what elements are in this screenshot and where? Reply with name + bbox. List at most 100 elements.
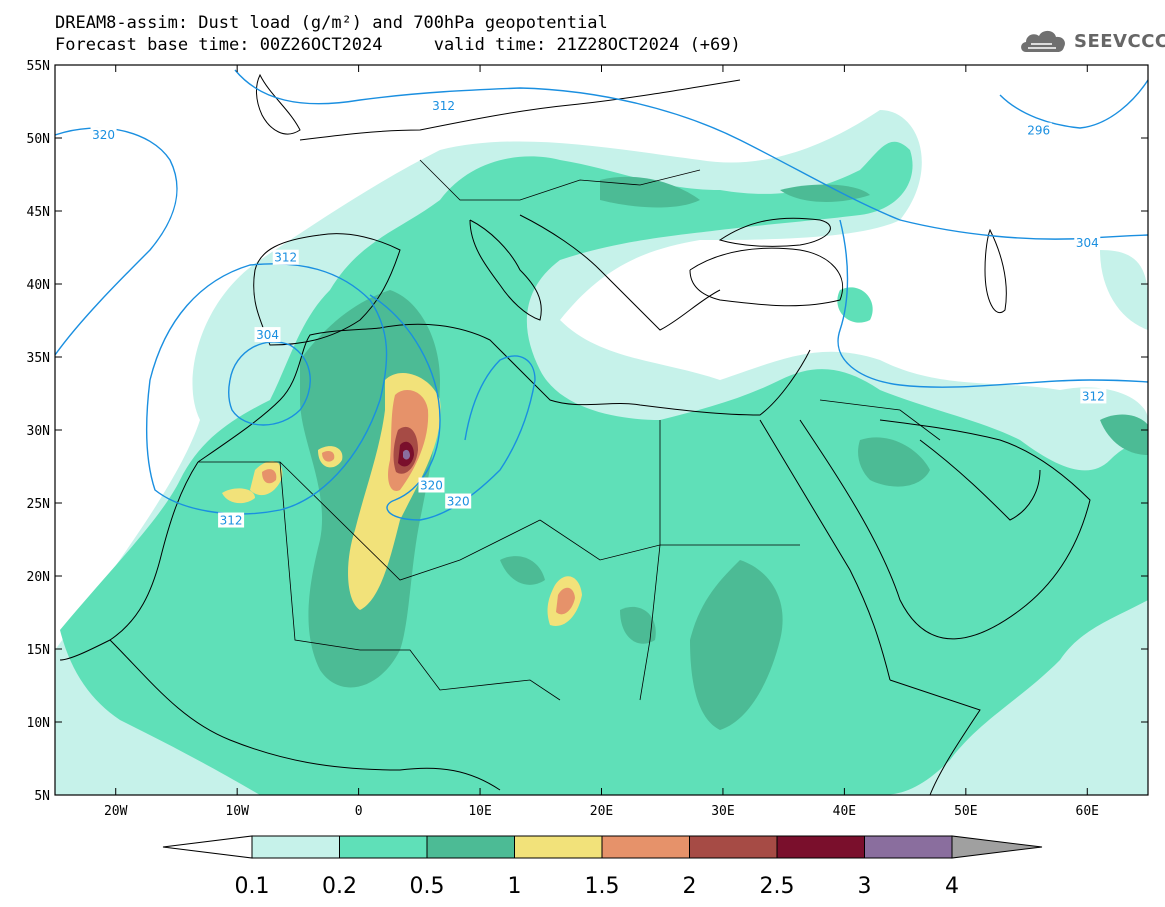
colorbar-label: 3 bbox=[858, 874, 872, 899]
coast-italy bbox=[469, 219, 542, 321]
border-sudan-chad bbox=[639, 544, 661, 701]
colorbar-label: 0.1 bbox=[235, 874, 270, 899]
coast-west-africa bbox=[59, 461, 199, 661]
country-borders bbox=[198, 159, 941, 701]
contour-312-north bbox=[234, 69, 1148, 240]
coast-black-sea bbox=[718, 217, 831, 247]
coast-iberia bbox=[253, 233, 401, 346]
coast-northern-europe bbox=[299, 79, 741, 141]
contour-312-iberia bbox=[146, 263, 388, 515]
svg-text:312: 312 bbox=[1082, 389, 1105, 403]
geopotential-contours bbox=[55, 69, 1148, 521]
longitude-axis: 20W 10W 0 10E 20E 30E 40E 50E 60E bbox=[104, 65, 1099, 819]
coastlines bbox=[59, 73, 1091, 795]
svg-text:296: 296 bbox=[1027, 124, 1050, 138]
lat-tick-label: 15N bbox=[27, 643, 50, 658]
coast-north-africa bbox=[379, 323, 811, 416]
svg-text:320: 320 bbox=[92, 128, 115, 142]
forecast-base-time: Forecast base time: 00Z26OCT2024 bbox=[55, 35, 383, 55]
contour-320-sahara bbox=[369, 294, 536, 521]
coast-horn-of-africa bbox=[889, 679, 981, 795]
lat-tick-label: 35N bbox=[27, 351, 50, 366]
contour-label: 312 bbox=[430, 97, 457, 113]
lon-tick-label: 0 bbox=[355, 804, 363, 819]
lon-tick-label: 30E bbox=[711, 804, 734, 819]
colorbar-label: 0.2 bbox=[322, 874, 357, 899]
svg-text:312: 312 bbox=[432, 99, 455, 113]
border-mali-algeria bbox=[198, 461, 541, 581]
colorbar-swatch bbox=[251, 835, 340, 859]
lat-tick-label: 30N bbox=[27, 424, 50, 439]
seevccc-logo: SEEVCCC bbox=[1018, 26, 1165, 56]
contour-labels: 320 312 296 304 312 304 312 320 320 312 bbox=[90, 97, 1107, 528]
colorbar-swatch bbox=[601, 835, 690, 859]
map-subtitle: Forecast base time: 00Z26OCT2024 valid t… bbox=[55, 35, 741, 55]
lon-tick-label: 10W bbox=[225, 804, 249, 819]
lon-tick-label: 10E bbox=[468, 804, 491, 819]
colorbar-under-arrow bbox=[162, 835, 253, 859]
colorbar-swatch bbox=[776, 835, 865, 859]
contour-296-northeast bbox=[999, 79, 1148, 129]
contour-320-atlantic bbox=[55, 127, 178, 356]
contour-312-middle-east bbox=[837, 219, 1148, 388]
svg-text:304: 304 bbox=[256, 328, 279, 342]
colorbar-label: 1.5 bbox=[585, 874, 620, 899]
colorbar-over-arrow bbox=[951, 835, 1043, 859]
lon-tick-label: 50E bbox=[954, 804, 977, 819]
svg-text:312: 312 bbox=[220, 514, 243, 528]
colorbar-label: 2.5 bbox=[760, 874, 795, 899]
svg-text:320: 320 bbox=[447, 495, 470, 509]
lon-tick-label: 20W bbox=[104, 804, 128, 819]
colorbar-swatch bbox=[689, 835, 778, 859]
colorbar: 0.1 0.2 0.5 1 1.5 2 2.5 3 4 bbox=[162, 835, 1043, 899]
logo-text: SEEVCCC bbox=[1074, 30, 1165, 52]
colorbar-swatch bbox=[514, 835, 603, 859]
colorbar-swatch bbox=[864, 835, 953, 859]
border-sahel bbox=[279, 461, 561, 701]
svg-text:312: 312 bbox=[274, 251, 297, 265]
contour-label: 296 bbox=[1025, 122, 1052, 138]
contour-label: 312 bbox=[1080, 388, 1107, 404]
coast-caspian bbox=[984, 228, 1007, 313]
coast-turkey bbox=[689, 247, 844, 307]
colorbar-label: 2 bbox=[683, 874, 697, 899]
contour-label: 304 bbox=[1074, 235, 1101, 251]
latitude-axis: 55N 50N 45N 40N 35N 30N 25N 20N 15N 10N 5N bbox=[27, 59, 1148, 804]
colorbar-swatch bbox=[426, 835, 515, 859]
colorbar-label: 0.5 bbox=[410, 874, 445, 899]
border-saudi-iraq bbox=[819, 399, 941, 441]
dust-band-3 bbox=[403, 449, 410, 460]
coast-britain bbox=[256, 73, 301, 135]
lat-tick-label: 40N bbox=[27, 278, 50, 293]
lat-tick-label: 25N bbox=[27, 497, 50, 512]
coast-arabia bbox=[799, 419, 1091, 640]
contour-label: 304 bbox=[254, 327, 281, 343]
border-east-europe bbox=[419, 159, 701, 201]
colorbar-swatch bbox=[339, 835, 428, 859]
lon-tick-label: 20E bbox=[590, 804, 613, 819]
coast-gulf-of-guinea bbox=[109, 639, 501, 791]
contour-label: 312 bbox=[218, 512, 245, 528]
coast-persian-gulf bbox=[919, 439, 1041, 521]
lat-tick-label: 10N bbox=[27, 716, 50, 731]
colorbar-label: 4 bbox=[945, 874, 959, 899]
map-title: DREAM8-assim: Dust load (g/m²) and 700hP… bbox=[55, 13, 608, 33]
lon-tick-label: 40E bbox=[833, 804, 856, 819]
lat-tick-label: 20N bbox=[27, 570, 50, 585]
contour-label: 312 bbox=[272, 249, 299, 265]
valid-time: valid time: 21Z28OCT2024 (+69) bbox=[433, 35, 741, 55]
contour-304-morocco bbox=[227, 341, 311, 426]
border-libya-chad bbox=[539, 420, 661, 561]
coast-red-sea bbox=[759, 419, 891, 681]
contour-label: 320 bbox=[445, 493, 472, 509]
contour-label: 320 bbox=[90, 127, 117, 143]
lat-tick-label: 45N bbox=[27, 205, 50, 220]
cloud-icon bbox=[1021, 30, 1066, 52]
lat-tick-label: 50N bbox=[27, 132, 50, 147]
colorbar-label: 1 bbox=[508, 874, 522, 899]
lon-tick-label: 60E bbox=[1076, 804, 1099, 819]
contour-label: 320 bbox=[418, 477, 445, 493]
lat-tick-label: 55N bbox=[27, 59, 50, 74]
svg-text:320: 320 bbox=[420, 478, 443, 492]
